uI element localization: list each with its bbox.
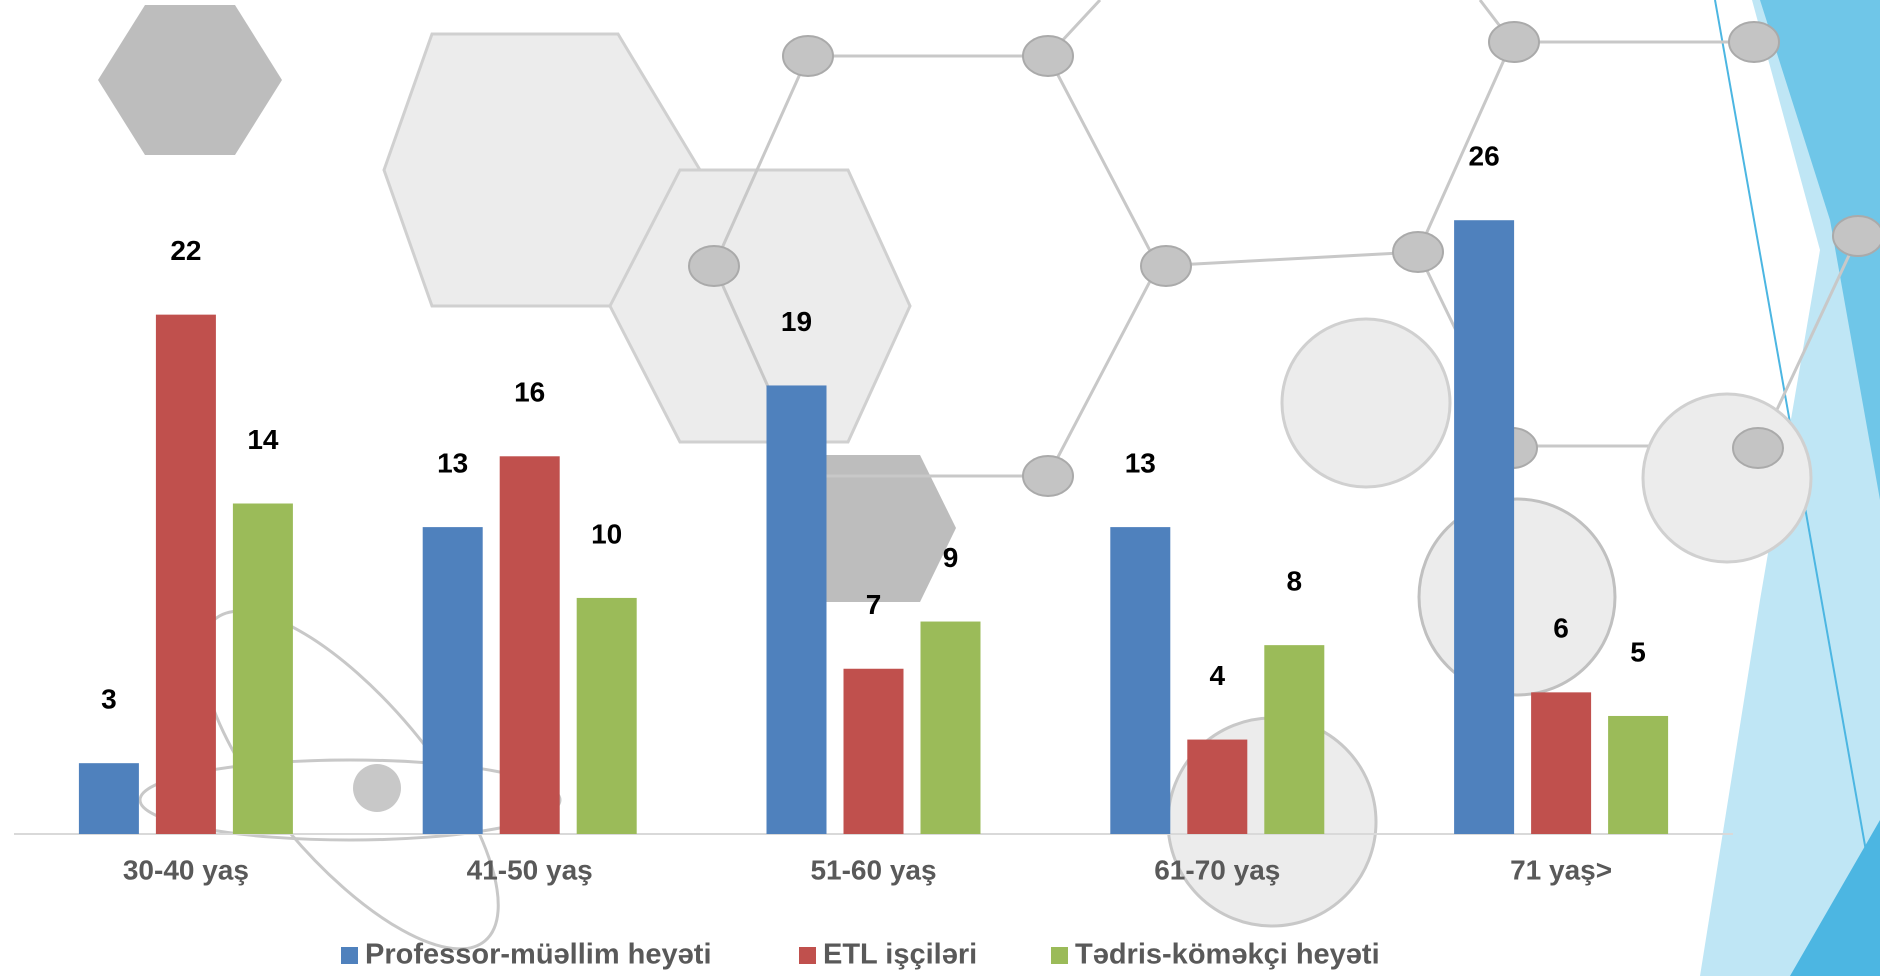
bar — [1110, 527, 1171, 834]
data-label: 3 — [101, 684, 117, 715]
bar — [1531, 692, 1592, 834]
bar — [499, 456, 560, 834]
bar — [78, 763, 139, 834]
x-tick-label: 71 yaş> — [1510, 854, 1612, 885]
data-label: 7 — [866, 589, 882, 620]
data-label: 22 — [170, 235, 201, 266]
legend-label: Professor-müəllim heyəti — [365, 939, 712, 971]
bar — [422, 527, 483, 834]
data-label: 5 — [1630, 636, 1646, 667]
bar — [1264, 645, 1325, 834]
data-label: 4 — [1210, 660, 1226, 691]
data-label: 19 — [781, 306, 812, 337]
bar — [232, 503, 293, 834]
data-label: 6 — [1553, 613, 1569, 644]
bar — [843, 668, 904, 834]
x-tick-label: 61-70 yaş — [1154, 854, 1280, 885]
bar — [1454, 220, 1515, 834]
legend-swatch — [799, 947, 816, 964]
bar — [1608, 715, 1669, 834]
bar — [576, 597, 637, 834]
legend-swatch — [1051, 947, 1068, 964]
x-tick-label: 51-60 yaş — [810, 854, 936, 885]
legend-label: ETL işçiləri — [823, 939, 977, 971]
bar — [766, 385, 827, 834]
bar — [920, 621, 981, 834]
data-label: 16 — [514, 377, 545, 408]
x-tick-label: 30-40 yaş — [123, 854, 249, 885]
legend-label: Tədris-köməkçi heyəti — [1075, 939, 1380, 971]
data-label: 9 — [943, 542, 959, 573]
data-label: 8 — [1287, 566, 1303, 597]
data-label: 26 — [1469, 141, 1500, 172]
data-label: 13 — [437, 447, 468, 478]
bar — [1187, 739, 1248, 834]
data-label: 10 — [591, 518, 622, 549]
data-label: 13 — [1125, 447, 1156, 478]
legend-swatch — [341, 947, 358, 964]
data-label: 14 — [247, 424, 279, 455]
bar — [155, 314, 216, 835]
x-tick-label: 41-50 yaş — [467, 854, 593, 885]
